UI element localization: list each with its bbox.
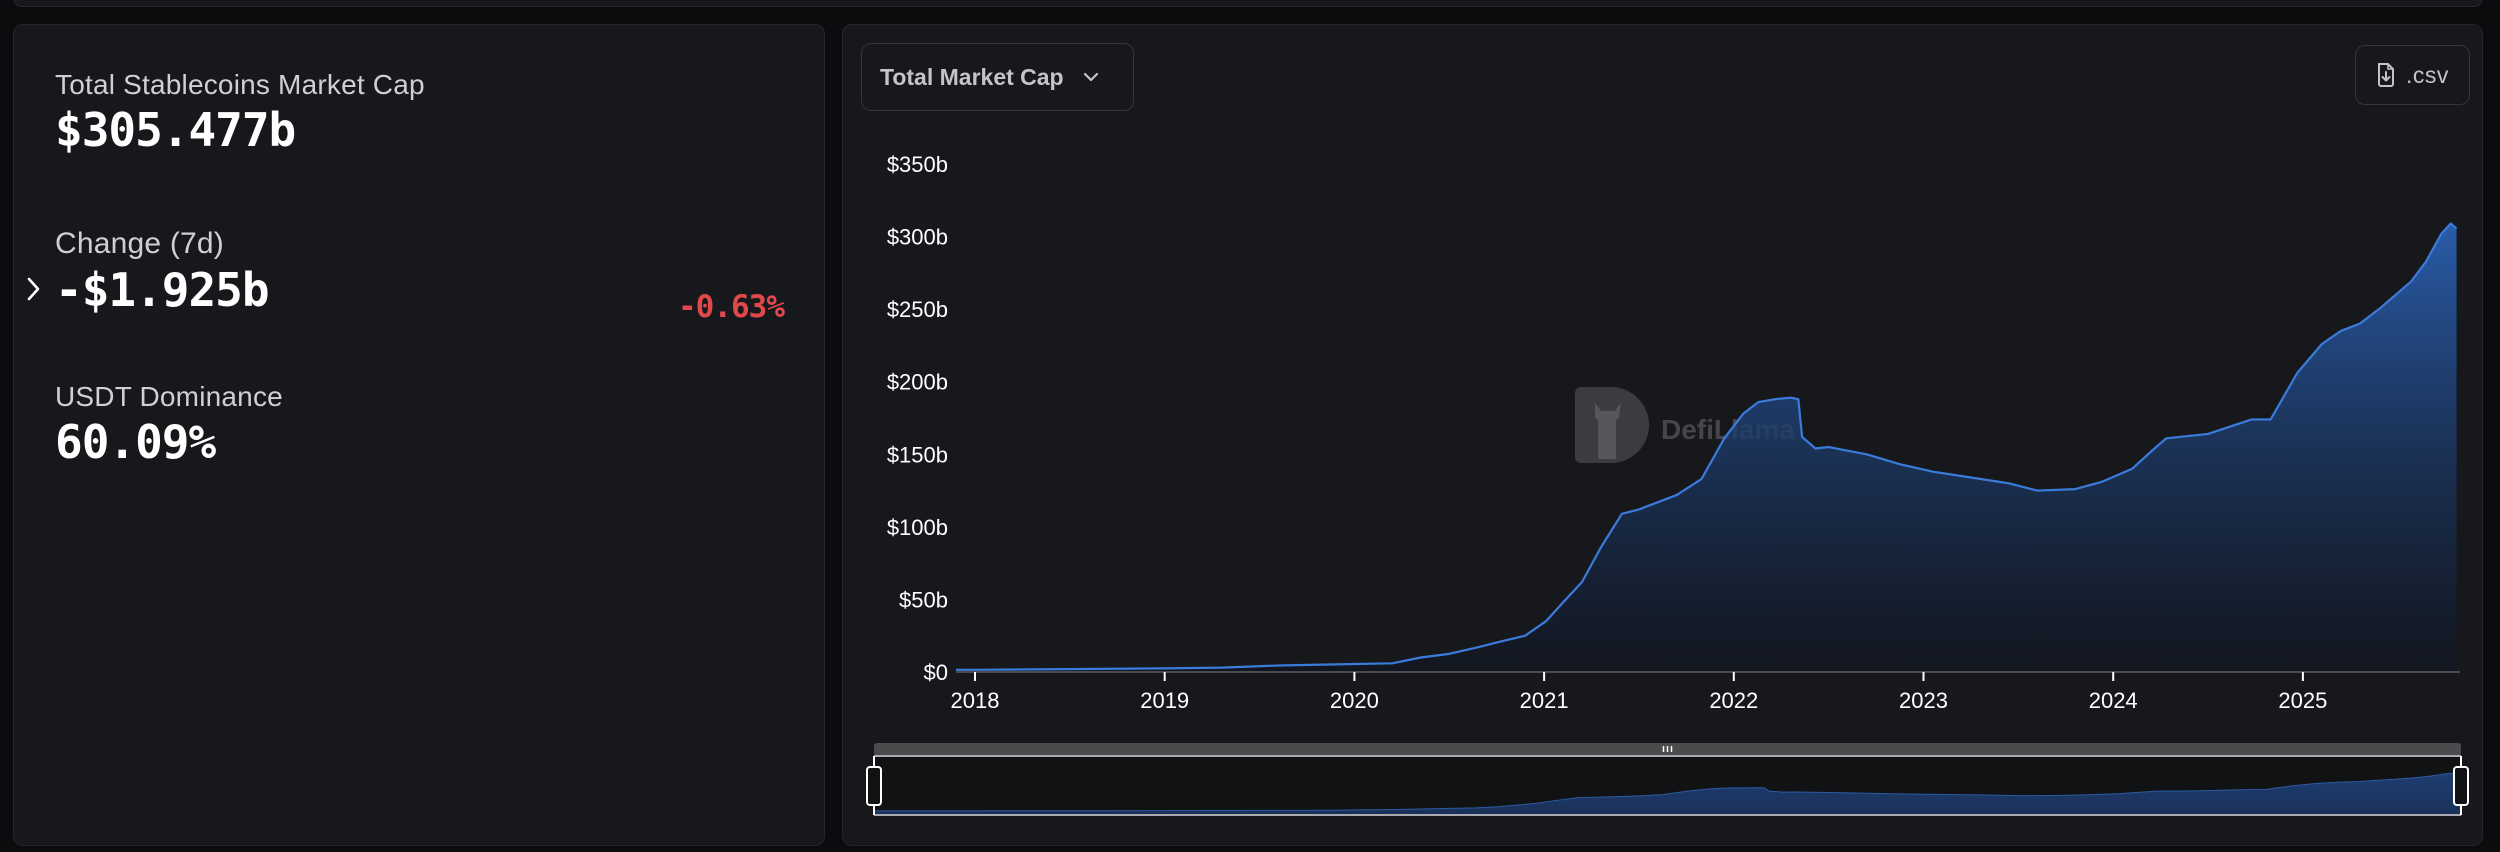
download-csv-button[interactable]: .csv (2355, 45, 2470, 105)
chart-panel: $0 $50b $100b $150b $200b $250b $300b $350b Defi… (842, 24, 2483, 846)
y-axis-tick-label: $350b (887, 152, 948, 177)
y-axis-tick-label: $0 (924, 660, 948, 685)
x-axis-tick-label: 2021 (1520, 688, 1569, 713)
y-axis-tick-label: $250b (887, 297, 948, 322)
x-axis-tick-label: 2019 (1140, 688, 1189, 713)
stat-label: USDT Dominance (55, 381, 283, 412)
csv-label: .csv (2406, 61, 2449, 88)
x-axis-tick-label: 2025 (2278, 688, 2327, 713)
llama-logo-icon (1595, 403, 1621, 459)
mini-area (873, 772, 2462, 816)
stat-label: Change (7d) (55, 227, 224, 260)
stats-panel: Total Stablecoins Market Cap $305.477b C… (13, 24, 825, 846)
stat-usdt-dominance: USDT Dominance 60.09% (55, 381, 283, 469)
market-cap-chart[interactable]: $0$50b$100b$150b$200b$250b$300b$350bDefi… (843, 25, 2484, 847)
change-percent: -0.63% (678, 289, 785, 325)
chevron-down-icon (1083, 72, 1098, 82)
chevron-right-icon[interactable] (25, 275, 43, 303)
x-axis-tick-label: 2023 (1899, 688, 1948, 713)
stat-label: Total Stablecoins Market Cap (55, 69, 425, 100)
x-axis-tick-label: 2020 (1330, 688, 1379, 713)
slider-handle-left[interactable] (866, 766, 882, 806)
y-axis-tick-label: $200b (887, 370, 948, 395)
stat-change-7d: Change (7d) -$1.925b (27, 227, 270, 317)
x-axis-tick-label: 2022 (1709, 688, 1758, 713)
stat-value: $305.477b (55, 103, 296, 157)
x-axis-tick-label: 2018 (951, 688, 1000, 713)
stat-value: 60.09% (55, 415, 216, 469)
range-slider[interactable] (866, 743, 2469, 816)
y-axis-tick-label: $100b (887, 515, 948, 540)
slider-handle-right[interactable] (2453, 766, 2469, 806)
y-axis-tick-label: $300b (887, 225, 948, 250)
x-axis-tick-label: 2024 (2089, 688, 2138, 713)
metric-select-label: Total Market Cap (880, 63, 1064, 90)
file-download-icon (2378, 63, 2395, 87)
y-axis-tick-label: $150b (887, 442, 948, 467)
y-axis-tick-label: $50b (899, 587, 948, 612)
stat-total-market-cap: Total Stablecoins Market Cap $305.477b (55, 69, 425, 157)
metric-select-dropdown[interactable]: Total Market Cap (861, 43, 1134, 111)
market-cap-area (956, 223, 2457, 672)
stat-value: -$1.925b (55, 263, 270, 317)
top-panel-edge (13, 0, 2483, 7)
market-cap-line (956, 222, 2458, 671)
